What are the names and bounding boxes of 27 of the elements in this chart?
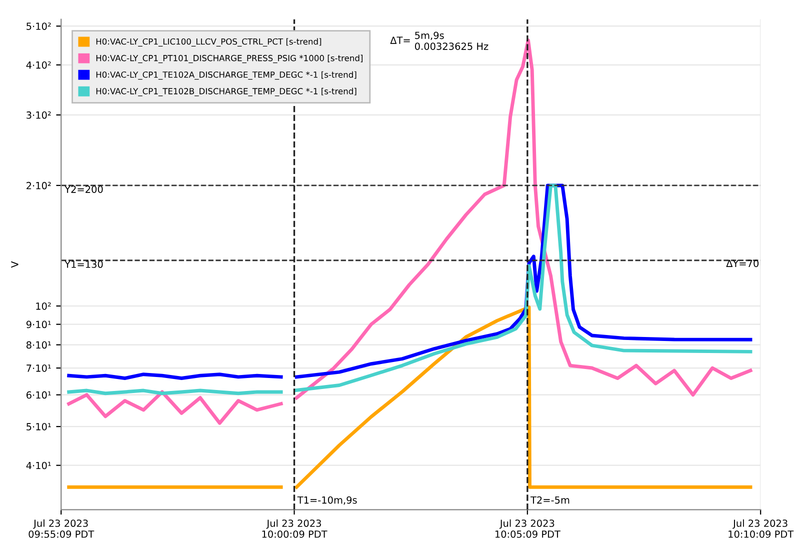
x-tick-label: Jul 23 2023 10:05:09 PDT: [495, 519, 560, 538]
x-tick-label: Jul 23 2023 09:55:09 PDT: [28, 519, 94, 538]
y-tick-label: 7·10¹: [26, 364, 51, 372]
y-tick-label: 5·10¹: [26, 423, 51, 430]
y-tick-label: 10²: [36, 302, 51, 310]
legend-label: H0:VAC-LY_CP1_LIC100_LLCV_POS_CTRL_PCT [s-trend]: [96, 38, 322, 47]
y-tick-label: 9·10¹: [26, 320, 51, 328]
y-tick-label: 6·10¹: [26, 391, 51, 399]
x-tick-label: Jul 23 2023 10:10:09 PDT: [728, 519, 794, 538]
legend-label: H0:VAC-LY_CP1_PT101_DISCHARGE_PRESS_PSIG *1000 [s-trend]: [96, 54, 363, 64]
ref-line-label: T1=-10m,9s: [297, 496, 357, 505]
ref-line-label: Y1=130: [64, 260, 103, 268]
annotation: ΔT=: [390, 36, 410, 44]
annotation: ΔY=70: [726, 260, 759, 268]
y-axis-title: V: [11, 261, 18, 268]
x-tick-label: Jul 23 2023 10:00:09 PDT: [262, 519, 328, 538]
annotation: 5m,9s 0.00323625 Hz: [414, 32, 488, 50]
ref-line-label: T2=-5m: [530, 496, 570, 504]
y-tick-label: 4·10¹: [26, 462, 51, 470]
y-tick-label: 4·10²: [26, 61, 51, 69]
legend-label: H0:VAC-LY_CP1_TE102B_DISCHARGE_TEMP_DEGC *-1 [s-trend]: [96, 88, 356, 96]
ref-line-label: Y2=200: [64, 186, 103, 193]
legend-label: H0:VAC-LY_CP1_TE102A_DISCHARGE_TEMP_DEGC *-1 [s-trend]: [96, 71, 356, 80]
y-tick-label: 2·10²: [26, 182, 51, 190]
y-tick-label: 5·10²: [26, 22, 51, 30]
y-tick-label: 3·10²: [26, 111, 51, 119]
y-tick-label: 8·10¹: [26, 341, 51, 349]
